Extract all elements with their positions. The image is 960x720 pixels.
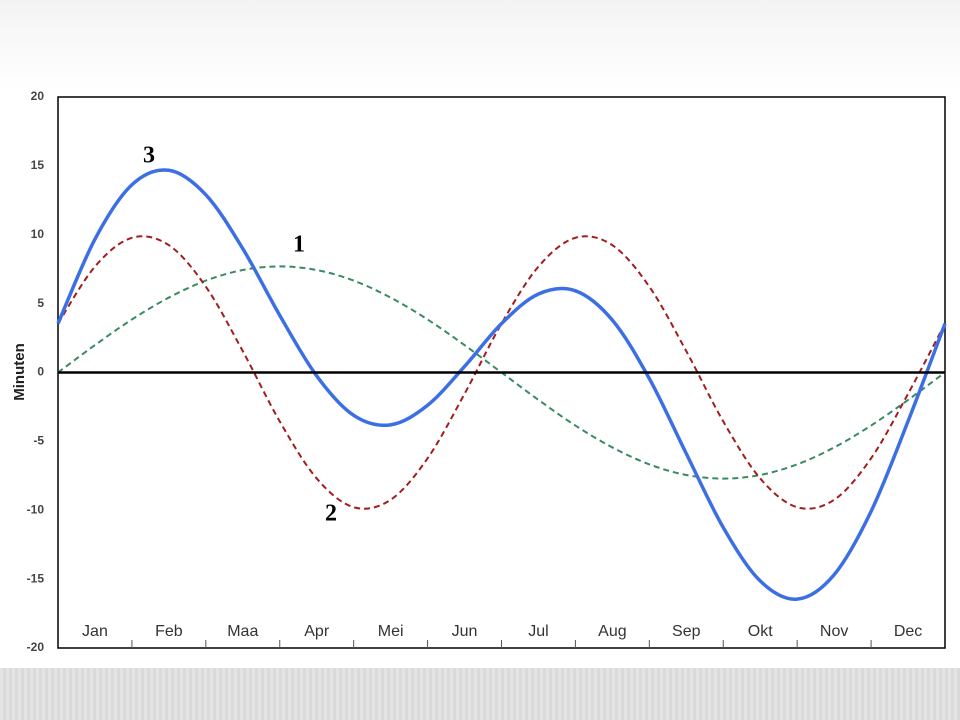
x-tick-label: Nov bbox=[820, 623, 848, 640]
footer-band bbox=[0, 668, 960, 720]
x-tick-label: Dec bbox=[894, 623, 922, 640]
x-tick-label: Feb bbox=[155, 623, 183, 640]
y-tick-label: -5 bbox=[33, 434, 44, 448]
x-tick-label: Maa bbox=[227, 623, 258, 640]
y-tick-label: 5 bbox=[37, 296, 44, 310]
annotation: 1 bbox=[293, 232, 305, 258]
series-line bbox=[56, 168, 947, 601]
annotation: 3 bbox=[143, 143, 155, 169]
x-tick-label: Mei bbox=[378, 623, 404, 640]
series-line bbox=[57, 235, 946, 510]
y-axis-label: Minuten bbox=[11, 343, 28, 401]
y-tick-label: -10 bbox=[27, 502, 45, 516]
y-tick-label: -15 bbox=[27, 571, 45, 585]
x-tick-label: Jul bbox=[528, 623, 548, 640]
annotation: 2 bbox=[325, 501, 337, 527]
y-tick-label: -20 bbox=[27, 640, 45, 654]
x-tick-label: Okt bbox=[748, 623, 773, 640]
x-tick-label: Sep bbox=[672, 623, 701, 640]
x-tick-label: Aug bbox=[598, 623, 626, 640]
y-tick-label: 0 bbox=[37, 365, 44, 379]
y-tick-label: 10 bbox=[31, 227, 45, 241]
x-tick-label: Jun bbox=[452, 623, 478, 640]
y-tick-label: 15 bbox=[31, 158, 45, 172]
x-tick-label: Jan bbox=[82, 623, 108, 640]
y-tick-label: 20 bbox=[31, 89, 45, 103]
x-tick-label: Apr bbox=[304, 623, 330, 640]
